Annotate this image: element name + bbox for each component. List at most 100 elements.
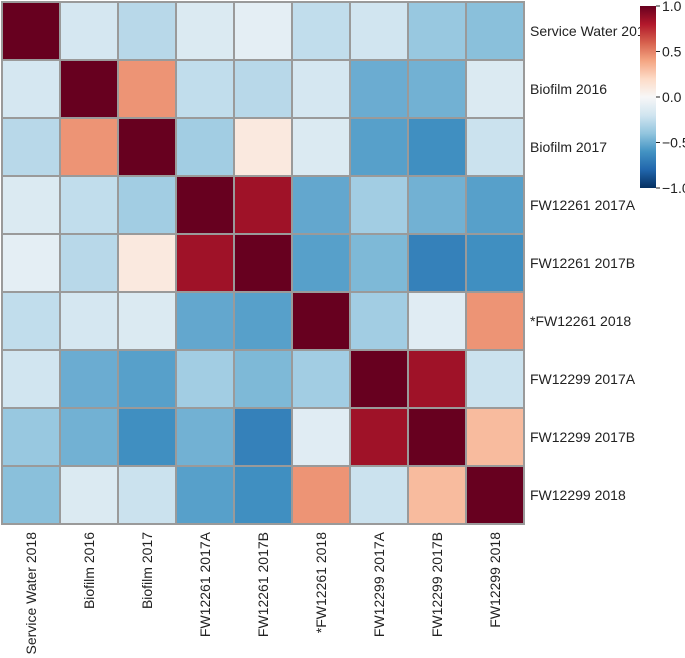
heatmap-cell-r6-c8 bbox=[465, 349, 525, 409]
row-label: FW12299 2017A bbox=[530, 371, 636, 387]
heatmap-cell-r1-c3 bbox=[175, 59, 235, 119]
heatmap-cell-r5-c8 bbox=[465, 291, 525, 351]
heatmap-cell-r5-c1 bbox=[59, 291, 119, 351]
heatmap-cells bbox=[1, 1, 525, 525]
heatmap-cell-r4-c2 bbox=[117, 233, 177, 293]
heatmap-cell-r0-c2 bbox=[117, 1, 177, 61]
colorbar-ticks: −1.0 −0.5 0.0 0.5 1.0 bbox=[656, 0, 685, 196]
row-label: Service Water 2018 bbox=[530, 23, 653, 39]
column-labels: Service Water 2018 Biofilm 2016 Biofilm 20… bbox=[23, 531, 503, 654]
heatmap-cell-r1-c0 bbox=[1, 59, 61, 119]
column-label: FW12299 2017A bbox=[371, 531, 387, 637]
column-label: Biofilm 2016 bbox=[81, 532, 97, 609]
heatmap-cell-r0-c4 bbox=[233, 1, 293, 61]
heatmap-cell-r8-c2 bbox=[117, 465, 177, 525]
heatmap-cell-r2-c0 bbox=[1, 117, 61, 177]
heatmap-cell-r2-c4 bbox=[233, 117, 293, 177]
heatmap-cell-r5-c2 bbox=[117, 291, 177, 351]
row-label: *FW12261 2018 bbox=[530, 313, 631, 329]
heatmap-cell-r3-c1 bbox=[59, 175, 119, 235]
heatmap-cell-r8-c4 bbox=[233, 465, 293, 525]
colorbar-tick-label: 1.0 bbox=[662, 0, 682, 14]
heatmap-cell-r0-c7 bbox=[407, 1, 467, 61]
colorbar: −1.0 −0.5 0.0 0.5 1.0 bbox=[640, 0, 685, 196]
heatmap-cell-r0-c6 bbox=[349, 1, 409, 61]
heatmap-cell-r6-c5 bbox=[291, 349, 351, 409]
heatmap-cell-r1-c2 bbox=[117, 59, 177, 119]
heatmap-cell-r6-c2 bbox=[117, 349, 177, 409]
heatmap-cell-r3-c8 bbox=[465, 175, 525, 235]
heatmap-cell-r4-c5 bbox=[291, 233, 351, 293]
heatmap-cell-r5-c4 bbox=[233, 291, 293, 351]
heatmap-cell-r3-c5 bbox=[291, 175, 351, 235]
row-label: Biofilm 2017 bbox=[530, 139, 607, 155]
heatmap-cell-r5-c0 bbox=[1, 291, 61, 351]
row-label: FW12299 2018 bbox=[530, 487, 626, 503]
heatmap-cell-r1-c7 bbox=[407, 59, 467, 119]
heatmap-cell-r3-c3 bbox=[175, 175, 235, 235]
heatmap-cell-r7-c6 bbox=[349, 407, 409, 467]
colorbar-tick-label: 0.0 bbox=[662, 89, 682, 105]
column-label: FW12261 2017A bbox=[197, 531, 213, 637]
heatmap-cell-r5-c6 bbox=[349, 291, 409, 351]
heatmap-cell-r3-c4 bbox=[233, 175, 293, 235]
heatmap-cell-r6-c6 bbox=[349, 349, 409, 409]
row-label: FW12299 2017B bbox=[530, 429, 635, 445]
heatmap-cell-r4-c0 bbox=[1, 233, 61, 293]
column-label: Service Water 2018 bbox=[23, 532, 39, 655]
heatmap-cell-r7-c3 bbox=[175, 407, 235, 467]
heatmap-cell-r3-c0 bbox=[1, 175, 61, 235]
column-label: FW12299 2018 bbox=[487, 532, 503, 628]
column-label: FW12299 2017B bbox=[429, 532, 445, 637]
heatmap-cell-r6-c1 bbox=[59, 349, 119, 409]
heatmap-cell-r7-c4 bbox=[233, 407, 293, 467]
colorbar-tick-label: −1.0 bbox=[662, 180, 685, 196]
heatmap-cell-r8-c3 bbox=[175, 465, 235, 525]
heatmap-cell-r5-c7 bbox=[407, 291, 467, 351]
heatmap-cell-r2-c5 bbox=[291, 117, 351, 177]
heatmap-cell-r7-c1 bbox=[59, 407, 119, 467]
colorbar-gradient bbox=[640, 6, 656, 188]
heatmap-cell-r7-c2 bbox=[117, 407, 177, 467]
heatmap-cell-r1-c5 bbox=[291, 59, 351, 119]
heatmap-cell-r8-c0 bbox=[1, 465, 61, 525]
column-label: *FW12261 2018 bbox=[313, 532, 329, 633]
heatmap-cell-r7-c7 bbox=[407, 407, 467, 467]
heatmap-cell-r8-c5 bbox=[291, 465, 351, 525]
heatmap-cell-r6-c7 bbox=[407, 349, 467, 409]
heatmap-cell-r1-c6 bbox=[349, 59, 409, 119]
heatmap-cell-r7-c0 bbox=[1, 407, 61, 467]
heatmap-cell-r8-c1 bbox=[59, 465, 119, 525]
heatmap-cell-r8-c8 bbox=[465, 465, 525, 525]
heatmap-cell-r4-c4 bbox=[233, 233, 293, 293]
heatmap-cell-r6-c3 bbox=[175, 349, 235, 409]
column-label: Biofilm 2017 bbox=[139, 532, 155, 609]
heatmap-cell-r4-c8 bbox=[465, 233, 525, 293]
heatmap-cell-r8-c7 bbox=[407, 465, 467, 525]
column-label: FW12261 2017B bbox=[255, 532, 271, 637]
row-label: FW12261 2017B bbox=[530, 255, 635, 271]
heatmap-cell-r0-c1 bbox=[59, 1, 119, 61]
heatmap-cell-r6-c4 bbox=[233, 349, 293, 409]
heatmap-cell-r4-c6 bbox=[349, 233, 409, 293]
heatmap-cell-r3-c7 bbox=[407, 175, 467, 235]
colorbar-tick-label: 0.5 bbox=[662, 44, 682, 60]
heatmap-cell-r2-c8 bbox=[465, 117, 525, 177]
heatmap-cell-r3-c2 bbox=[117, 175, 177, 235]
row-labels: Service Water 2018 Biofilm 2016 Biofilm 20… bbox=[530, 23, 653, 503]
heatmap-cell-r2-c2 bbox=[117, 117, 177, 177]
heatmap-cell-r5-c3 bbox=[175, 291, 235, 351]
heatmap-cell-r0-c8 bbox=[465, 1, 525, 61]
heatmap-cell-r0-c3 bbox=[175, 1, 235, 61]
heatmap-cell-r3-c6 bbox=[349, 175, 409, 235]
heatmap-cell-r0-c5 bbox=[291, 1, 351, 61]
heatmap-cell-r4-c7 bbox=[407, 233, 467, 293]
colorbar-tick-label: −0.5 bbox=[662, 135, 685, 151]
row-label: Biofilm 2016 bbox=[530, 81, 607, 97]
row-label: FW12261 2017A bbox=[530, 197, 636, 213]
heatmap-cell-r2-c7 bbox=[407, 117, 467, 177]
heatmap-cell-r5-c5 bbox=[291, 291, 351, 351]
heatmap-cell-r2-c1 bbox=[59, 117, 119, 177]
heatmap-cell-r2-c6 bbox=[349, 117, 409, 177]
